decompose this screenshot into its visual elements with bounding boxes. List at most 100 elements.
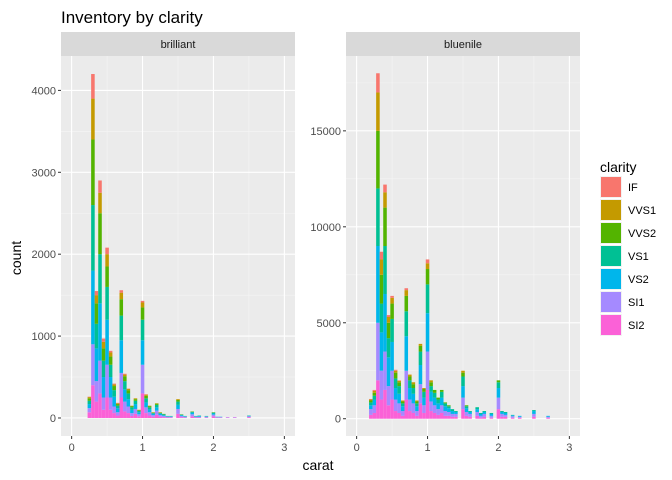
bar-segment-vs2 [105, 319, 109, 365]
bar-segment-vs2 [133, 404, 138, 409]
bar-segment-vvs2 [404, 295, 409, 312]
bar-segment-si1 [393, 399, 398, 412]
bar-segment-vvs1 [408, 374, 412, 377]
bar-segment-vs1 [137, 411, 141, 413]
bar-segment-vs2 [130, 409, 134, 414]
bar-segment-vvs2 [386, 322, 391, 339]
bar-segment-if [383, 184, 387, 193]
bar-segment-vvs1 [112, 384, 116, 387]
bar-segment-si1 [461, 397, 465, 410]
bar-segment-si2 [400, 415, 405, 419]
bar-segment-si2 [98, 393, 102, 418]
y-axis-brilliant: 0 1000 2000 3000 4000 [32, 85, 61, 425]
bar-segment-si2 [436, 414, 440, 419]
bar-segment-vs1 [415, 403, 419, 407]
bar-segment-vvs2 [461, 372, 465, 377]
bar-segment-si2 [443, 415, 448, 419]
bar-segment-si1 [130, 413, 134, 416]
bar-segment-si1 [123, 401, 127, 412]
bar-segment-si2 [418, 403, 423, 419]
bar-segment-si2 [101, 409, 106, 418]
bar-segment-si1 [101, 397, 106, 410]
bar-segment-if [369, 398, 373, 400]
bar-segment-si1 [517, 416, 522, 418]
bar-segment-vs1 [425, 284, 430, 314]
bar-segment-vs2 [101, 377, 106, 398]
bar-segment-vs2 [190, 412, 194, 415]
bar-segment-si2 [115, 415, 120, 418]
bar-segment-si2 [404, 399, 409, 419]
bar-segment-vs1 [372, 395, 377, 400]
legend-label-si2: SI2 [628, 320, 645, 332]
bar-segment-vs1 [98, 254, 102, 304]
bar-segment-vs2 [154, 407, 159, 411]
bar-segment-vs2 [397, 393, 401, 404]
bar-segment-si1 [404, 370, 409, 400]
bar-segment-vvs2 [176, 399, 180, 402]
bar-segment-vvs1 [372, 390, 377, 393]
x-tick-label: 0 [69, 442, 75, 454]
bar-segment-vs1 [211, 412, 216, 414]
bar-segment-vvs2 [133, 399, 138, 401]
bar-segment-si2 [386, 405, 391, 419]
bar-segment-vs2 [411, 393, 416, 404]
y-tick-label: 3000 [32, 167, 56, 179]
y-axis-bluenile: 0 5000 10000 15000 [310, 126, 346, 426]
bar-segment-if [123, 373, 127, 375]
bar-segment-vvs2 [137, 410, 141, 412]
bar-segment-vvs1 [393, 370, 398, 373]
bar-segment-vvs1 [101, 341, 106, 349]
bar-segment-vs1 [393, 378, 398, 389]
bar-segment-si2 [546, 417, 550, 419]
bar-segment-si1 [372, 405, 377, 413]
bar-segment-si1 [115, 412, 120, 416]
bar-segment-vs2 [126, 399, 131, 407]
bar-segment-si1 [411, 403, 416, 413]
y-tick-label: 0 [335, 414, 341, 426]
bar-segment-vs2 [390, 341, 394, 371]
bar-segment-vs1 [115, 405, 120, 409]
bar-segment-if [101, 338, 106, 342]
bar-segment-vs2 [447, 408, 451, 413]
bar-segment-si1 [432, 405, 437, 413]
legend-key-vvs1 [601, 200, 621, 220]
bar-segment-vvs2 [418, 345, 423, 352]
bar-segment-vs2 [119, 340, 124, 373]
bar-segment-si1 [546, 416, 550, 418]
bar-segment-si2 [119, 397, 124, 418]
bar-segment-si2 [432, 412, 437, 419]
bar-segment-si1 [197, 416, 202, 418]
bar-segment-vs1 [133, 400, 138, 405]
bar-segment-vs2 [422, 397, 426, 406]
bar-segment-si1 [183, 416, 187, 418]
bar-segment-vs1 [454, 411, 458, 413]
bar-segment-vvs1 [140, 302, 145, 308]
bar-segment-si2 [475, 415, 479, 419]
bar-segment-vs2 [454, 412, 458, 414]
bar-segment-vs2 [475, 409, 479, 413]
bar-segment-vvs2 [411, 384, 416, 389]
bar-segment-si2 [478, 417, 483, 419]
bar-segment-si2 [390, 399, 394, 419]
bar-segment-vs1 [383, 246, 387, 294]
bar-segment-si1 [386, 386, 391, 406]
bar-segment-vs2 [429, 391, 433, 402]
bar-segment-if [425, 259, 430, 264]
bar-segment-vs2 [503, 412, 508, 415]
bar-segment-vvs1 [397, 380, 401, 383]
bar-segment-si2 [517, 417, 522, 419]
bar-segment-vs1 [432, 392, 437, 398]
bar-segment-vvs2 [393, 372, 398, 379]
bar-segment-si2 [130, 415, 134, 418]
bar-segment-vvs1 [123, 374, 127, 377]
bar-segment-vvs1 [98, 192, 102, 214]
facet-strip-bluenile [346, 32, 580, 56]
facet-strip-label-bluenile: bluenile [444, 39, 482, 51]
bar-segment-vs1 [147, 407, 152, 410]
x-tick-label: 2 [210, 442, 216, 454]
bar-segment-vvs2 [87, 398, 92, 401]
bar-segment-si1 [140, 364, 145, 394]
bar-segment-vvs2 [432, 389, 437, 393]
bar-segment-if [98, 180, 102, 193]
bar-segment-si1 [510, 416, 515, 418]
